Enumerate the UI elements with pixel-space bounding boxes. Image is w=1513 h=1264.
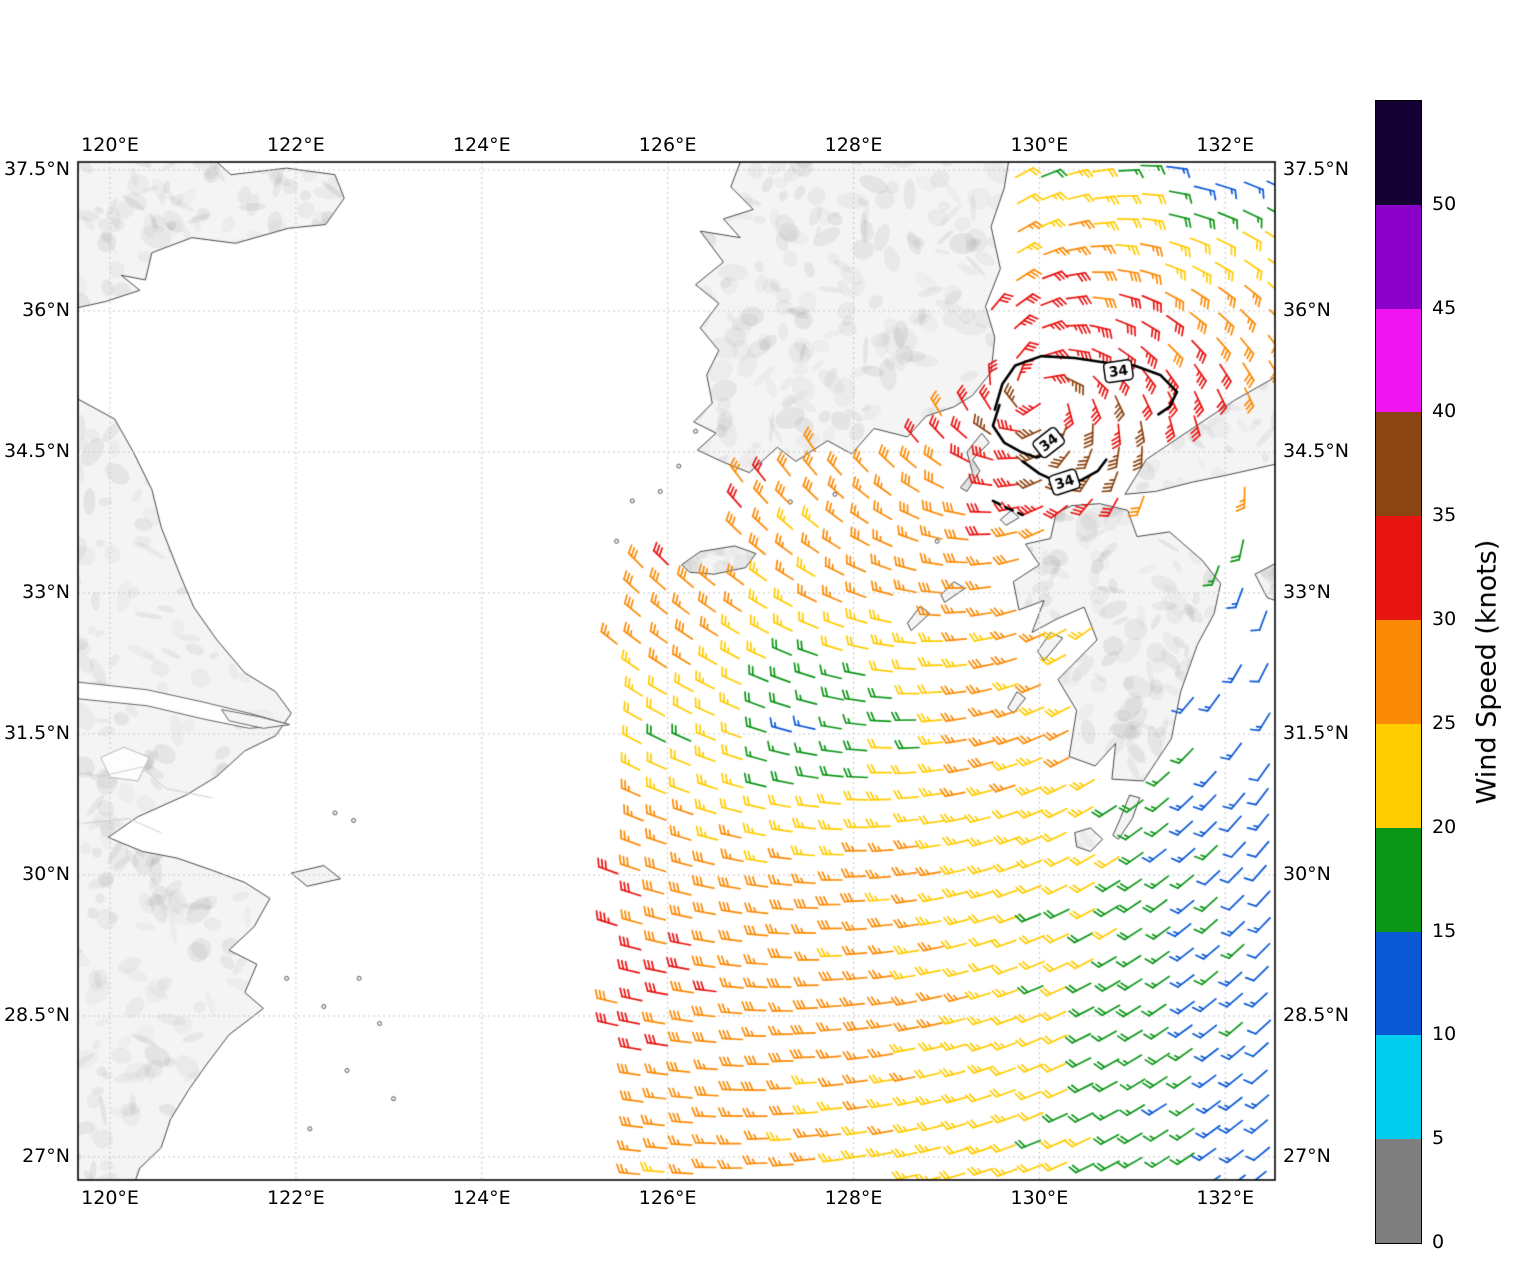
colorbar-segment-35-40 <box>1376 412 1421 517</box>
x-tick-bottom-130: 130°E <box>1010 1187 1069 1209</box>
y-tick-left-37.5: 37.5°N <box>3 157 70 180</box>
y-tick-left-28.5: 28.5°N <box>3 1003 70 1026</box>
colorbar-segment-0-5 <box>1376 1139 1421 1243</box>
y-tick-left-27: 27°N <box>22 1144 70 1167</box>
colorbar <box>1375 100 1422 1244</box>
y-tick-left-33: 33°N <box>22 580 70 603</box>
colorbar-tick-40: 40 <box>1432 400 1457 423</box>
y-tick-right-34.5: 34.5°N <box>1283 439 1350 462</box>
x-tick-bottom-132: 132°E <box>1196 1187 1255 1209</box>
colorbar-tick-0: 0 <box>1432 1231 1445 1253</box>
colorbar-title: Wind Speed (knots) <box>1471 539 1503 805</box>
y-tick-right-30: 30°N <box>1283 862 1331 885</box>
colorbar-tick-25: 25 <box>1432 711 1457 734</box>
colorbar-tick-50: 50 <box>1432 192 1457 215</box>
colorbar-segment-25-30 <box>1376 620 1421 724</box>
x-tick-top-126: 126°E <box>638 134 697 156</box>
colorbar-segment-50-55 <box>1376 101 1421 205</box>
colorbar-tick-45: 45 <box>1432 296 1457 319</box>
colorbar-segment-15-20 <box>1376 827 1421 932</box>
colorbar-segment-10-15 <box>1376 931 1421 1036</box>
y-tick-left-30: 30°N <box>22 862 70 885</box>
x-tick-bottom-124: 124°E <box>452 1187 511 1209</box>
x-tick-bottom-122: 122°E <box>267 1187 325 1209</box>
x-tick-top-128: 128°E <box>824 134 883 156</box>
y-tick-right-28.5: 28.5°N <box>1283 1003 1350 1026</box>
colorbar-segment-30-35 <box>1376 516 1421 621</box>
x-tick-top-120: 120°E <box>81 134 139 156</box>
y-tick-left-36: 36°N <box>22 298 70 321</box>
x-tick-top-130: 130°E <box>1010 134 1069 156</box>
y-tick-left-34.5: 34.5°N <box>3 439 70 462</box>
colorbar-tick-35: 35 <box>1432 504 1457 527</box>
x-tick-top-132: 132°E <box>1196 134 1255 156</box>
colorbar-tick-10: 10 <box>1432 1023 1457 1046</box>
x-tick-top-124: 124°E <box>452 134 511 156</box>
y-tick-right-33: 33°N <box>1283 580 1331 603</box>
x-tick-bottom-126: 126°E <box>638 1187 697 1209</box>
y-tick-right-27: 27°N <box>1283 1144 1331 1167</box>
x-tick-top-122: 122°E <box>267 134 325 156</box>
y-tick-right-37.5: 37.5°N <box>1283 157 1350 180</box>
colorbar-segment-40-45 <box>1376 308 1421 413</box>
y-tick-right-31.5: 31.5°N <box>1283 721 1350 744</box>
x-tick-bottom-128: 128°E <box>824 1187 883 1209</box>
colorbar-tick-20: 20 <box>1432 815 1457 838</box>
colorbar-tick-5: 5 <box>1432 1127 1445 1150</box>
colorbar-tick-30: 30 <box>1432 608 1457 631</box>
y-tick-right-36: 36°N <box>1283 298 1331 321</box>
colorbar-segment-45-50 <box>1376 204 1421 309</box>
y-tick-left-31.5: 31.5°N <box>3 721 70 744</box>
colorbar-segment-5-10 <box>1376 1035 1421 1140</box>
colorbar-segment-20-25 <box>1376 723 1421 828</box>
colorbar-tick-15: 15 <box>1432 919 1457 942</box>
x-tick-bottom-120: 120°E <box>81 1187 139 1209</box>
